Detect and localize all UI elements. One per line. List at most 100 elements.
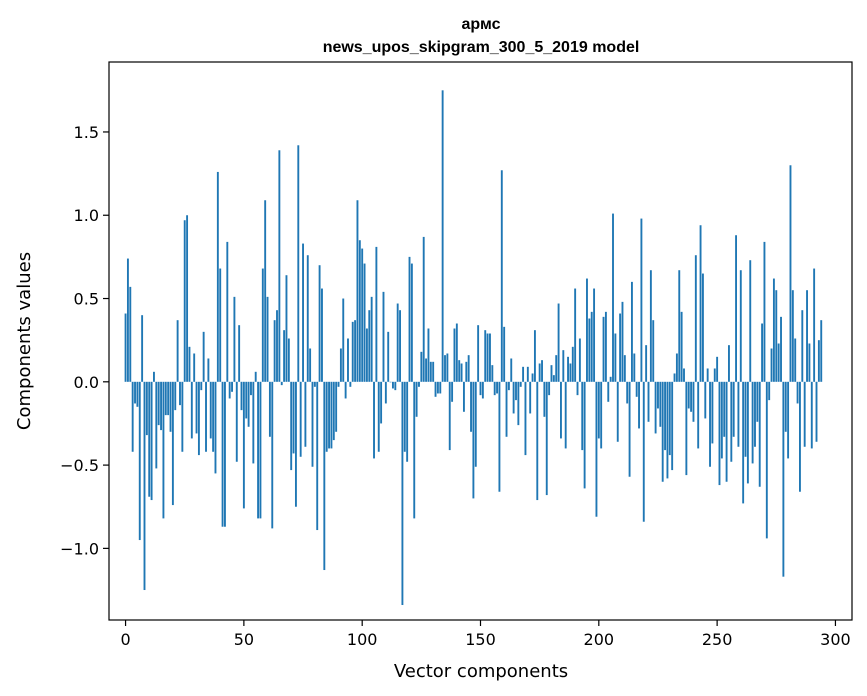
bar xyxy=(465,361,468,382)
bar xyxy=(808,343,811,382)
x-tick-label: 50 xyxy=(234,630,254,649)
bar xyxy=(583,381,586,489)
bar xyxy=(500,170,503,382)
bar xyxy=(460,363,463,382)
bar xyxy=(238,325,241,382)
bar xyxy=(207,358,210,382)
bar xyxy=(455,323,458,382)
bar xyxy=(370,296,373,382)
bar xyxy=(259,381,262,519)
bar xyxy=(441,90,444,382)
bar xyxy=(254,371,257,382)
bar xyxy=(323,381,326,571)
bar xyxy=(167,381,170,416)
bar xyxy=(143,381,146,591)
bar xyxy=(181,381,184,452)
bar xyxy=(188,346,191,382)
y-axis-label: Components values xyxy=(14,252,35,430)
bar xyxy=(266,296,269,382)
bar xyxy=(503,326,506,382)
bar xyxy=(701,273,704,382)
bar xyxy=(647,381,650,422)
bar xyxy=(498,381,501,492)
bar xyxy=(507,381,510,391)
bar xyxy=(536,381,539,501)
bar xyxy=(470,381,472,432)
bar xyxy=(280,381,283,386)
bar xyxy=(228,381,231,399)
bar xyxy=(387,331,390,382)
bar xyxy=(373,381,375,459)
bar xyxy=(522,366,525,382)
bar xyxy=(195,381,198,434)
bar xyxy=(179,381,181,406)
bar xyxy=(744,381,747,457)
bar xyxy=(638,381,640,429)
x-tick-label: 100 xyxy=(347,630,378,649)
bar xyxy=(214,381,217,474)
bar xyxy=(713,368,716,382)
bar xyxy=(515,381,517,401)
bar xyxy=(396,303,399,382)
bar xyxy=(609,376,612,382)
bar xyxy=(557,303,560,382)
bar xyxy=(569,363,572,382)
bar xyxy=(171,381,174,506)
bar xyxy=(332,381,335,441)
bar xyxy=(138,381,141,541)
bar xyxy=(202,331,205,382)
bar xyxy=(477,325,480,382)
x-tick-label: 250 xyxy=(702,630,733,649)
bar xyxy=(697,381,700,449)
bar xyxy=(287,338,290,382)
bar xyxy=(436,381,439,394)
y-tick-label: −1.0 xyxy=(60,539,99,558)
bar xyxy=(361,248,364,382)
bar xyxy=(510,358,513,382)
bar xyxy=(408,256,411,382)
bar xyxy=(659,381,662,427)
bar xyxy=(578,338,581,382)
bar xyxy=(704,381,707,419)
bar xyxy=(671,381,674,471)
bar xyxy=(129,286,132,382)
bar xyxy=(354,320,357,382)
bar xyxy=(141,315,144,382)
bar xyxy=(749,260,752,382)
bar xyxy=(614,333,617,382)
bar xyxy=(335,381,338,432)
bar xyxy=(732,381,735,437)
bar xyxy=(472,381,475,499)
bar xyxy=(791,290,794,382)
bar xyxy=(673,373,676,382)
y-axis-ticks: −1.0 −0.5 0.0 0.5 1.0 1.5 xyxy=(60,123,109,558)
bar xyxy=(581,381,584,451)
bar xyxy=(765,381,768,539)
bar xyxy=(723,381,726,437)
bar xyxy=(602,316,605,382)
bar xyxy=(351,321,354,382)
bar xyxy=(815,381,818,442)
bar xyxy=(216,171,219,382)
bar xyxy=(687,381,690,409)
bar xyxy=(694,255,697,382)
bar xyxy=(519,381,522,387)
bar xyxy=(330,381,333,449)
x-tick-label: 150 xyxy=(465,630,496,649)
bar xyxy=(451,381,454,402)
bar xyxy=(384,381,387,404)
bar xyxy=(709,381,711,467)
bar xyxy=(425,358,428,382)
bar xyxy=(652,320,655,382)
bar xyxy=(190,381,193,439)
bar xyxy=(148,381,151,497)
bar xyxy=(309,348,312,382)
bar xyxy=(630,281,633,382)
bar xyxy=(276,310,278,382)
bar xyxy=(415,381,418,417)
bar xyxy=(626,381,629,404)
bar xyxy=(339,348,342,382)
bar xyxy=(706,368,709,382)
bar xyxy=(157,381,160,426)
bar xyxy=(250,381,252,396)
